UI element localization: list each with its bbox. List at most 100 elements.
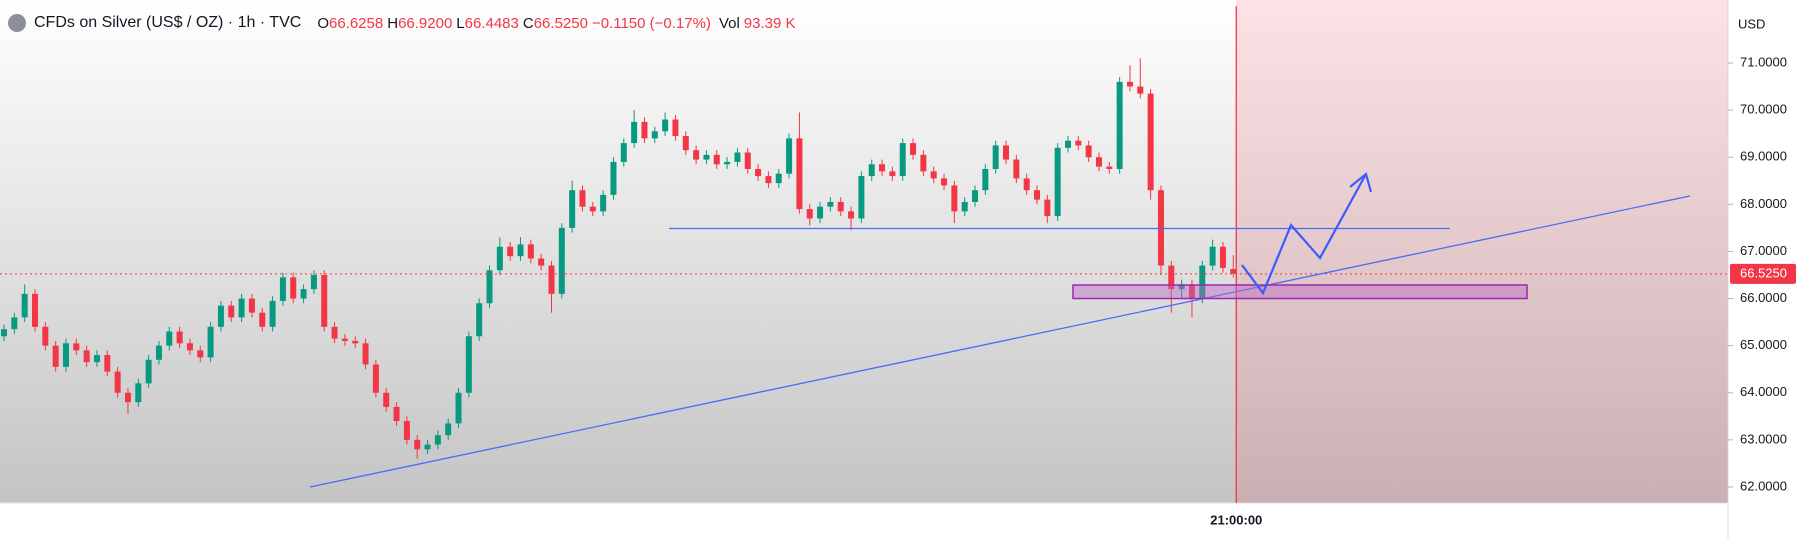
candle-body bbox=[734, 152, 741, 162]
y-tick-label: 63.0000 bbox=[1740, 431, 1787, 446]
candle-body bbox=[961, 201, 968, 212]
candle-body bbox=[1013, 159, 1020, 179]
candle-body bbox=[920, 154, 927, 172]
candle-body bbox=[383, 392, 390, 407]
candle-body bbox=[1106, 166, 1113, 169]
candle-body bbox=[610, 161, 617, 195]
candle-body bbox=[972, 190, 979, 202]
candle-body bbox=[1085, 145, 1092, 158]
candle-body bbox=[755, 168, 762, 177]
candle-body bbox=[631, 121, 638, 144]
candle-body bbox=[331, 326, 338, 339]
candle-body bbox=[414, 439, 421, 450]
candle-body bbox=[941, 178, 948, 186]
candle-body bbox=[868, 164, 875, 177]
candle-body bbox=[982, 168, 989, 191]
y-tick-label: 70.0000 bbox=[1740, 102, 1787, 117]
plot-background bbox=[0, 0, 1728, 503]
candle-body bbox=[496, 246, 503, 271]
candle-body bbox=[693, 150, 700, 160]
candle-body bbox=[775, 173, 782, 184]
y-tick-label: 64.0000 bbox=[1740, 384, 1787, 399]
candle-body bbox=[600, 194, 607, 212]
candle-body bbox=[538, 258, 545, 266]
candle-body bbox=[1044, 199, 1051, 217]
candle-body bbox=[21, 293, 28, 318]
candle-body bbox=[682, 136, 689, 151]
future-region bbox=[1236, 0, 1728, 503]
ohlc-key: O bbox=[317, 14, 329, 32]
candle-body bbox=[321, 274, 328, 327]
y-tick-label: 65.0000 bbox=[1740, 337, 1787, 352]
trend-line bbox=[309, 195, 1691, 488]
ohlc-key: H bbox=[387, 14, 399, 32]
candle-body bbox=[486, 270, 493, 304]
ohlc-value: 66.9200 bbox=[398, 14, 453, 32]
symbol-title: CFDs on Silver (US$ / OZ) · 1h · TVC bbox=[34, 14, 302, 31]
candle-body bbox=[104, 355, 111, 372]
candle-body bbox=[135, 383, 142, 403]
candle-body bbox=[1168, 265, 1175, 290]
candle-body bbox=[620, 143, 627, 162]
candle-body bbox=[1188, 284, 1195, 299]
candle-body bbox=[11, 317, 18, 330]
candle-body bbox=[1003, 145, 1010, 160]
candle-body bbox=[558, 227, 565, 294]
candle-body bbox=[527, 244, 534, 259]
candle-body bbox=[1, 329, 7, 337]
current-price-box bbox=[1730, 263, 1796, 284]
candle-body bbox=[290, 277, 297, 299]
candle-body bbox=[476, 303, 483, 337]
candle-body bbox=[42, 326, 49, 346]
candle-body bbox=[176, 331, 183, 344]
current-price-label: 66.5250 bbox=[1740, 265, 1787, 280]
candle-body bbox=[186, 343, 193, 351]
candle-body bbox=[1075, 140, 1082, 146]
candle-body bbox=[145, 359, 152, 384]
candle-body bbox=[930, 171, 937, 179]
candle-body bbox=[372, 364, 379, 393]
candle-body bbox=[124, 392, 131, 403]
candle-body bbox=[434, 435, 441, 445]
candle-body bbox=[992, 145, 999, 169]
candle-body bbox=[1137, 86, 1144, 94]
candle-body bbox=[1178, 284, 1185, 290]
change: −0.1150 (−0.17%) bbox=[591, 14, 711, 32]
candle-body bbox=[259, 312, 266, 327]
candle-body bbox=[424, 444, 431, 450]
candle-body bbox=[1230, 269, 1237, 274]
candle-body bbox=[279, 277, 286, 301]
candle-body bbox=[217, 305, 224, 327]
candle-body bbox=[899, 143, 906, 177]
candle-body bbox=[300, 289, 307, 299]
ohlc-key: L bbox=[456, 14, 465, 32]
candle-body bbox=[589, 206, 596, 212]
volume-key: Vol bbox=[718, 14, 740, 32]
time-label: 21:00:00 bbox=[1210, 512, 1262, 527]
candle-body bbox=[724, 161, 731, 165]
candle-body bbox=[827, 201, 834, 207]
candle-body bbox=[352, 340, 359, 344]
candle-body bbox=[837, 201, 844, 212]
projection-path bbox=[1241, 173, 1367, 296]
candle-body bbox=[73, 343, 80, 351]
projection-arrowhead bbox=[1349, 172, 1373, 193]
candle-body bbox=[155, 345, 162, 360]
candle-body bbox=[951, 185, 958, 212]
candle-body bbox=[197, 350, 204, 358]
y-tick-label: 68.0000 bbox=[1740, 196, 1787, 211]
candle-body bbox=[31, 293, 38, 327]
candle-body bbox=[207, 326, 214, 358]
candle-body bbox=[806, 209, 813, 219]
symbol-icon bbox=[8, 14, 26, 32]
candle-body bbox=[672, 119, 679, 137]
candle-body bbox=[1219, 246, 1226, 268]
candle-body bbox=[579, 190, 586, 207]
legend: CFDs on Silver (US$ / OZ) · 1h · TVC O 66… bbox=[8, 14, 796, 32]
y-tick-label: 69.0000 bbox=[1740, 149, 1787, 164]
candle-body bbox=[879, 164, 886, 172]
candle-body bbox=[455, 392, 462, 424]
candle-body bbox=[765, 176, 772, 184]
